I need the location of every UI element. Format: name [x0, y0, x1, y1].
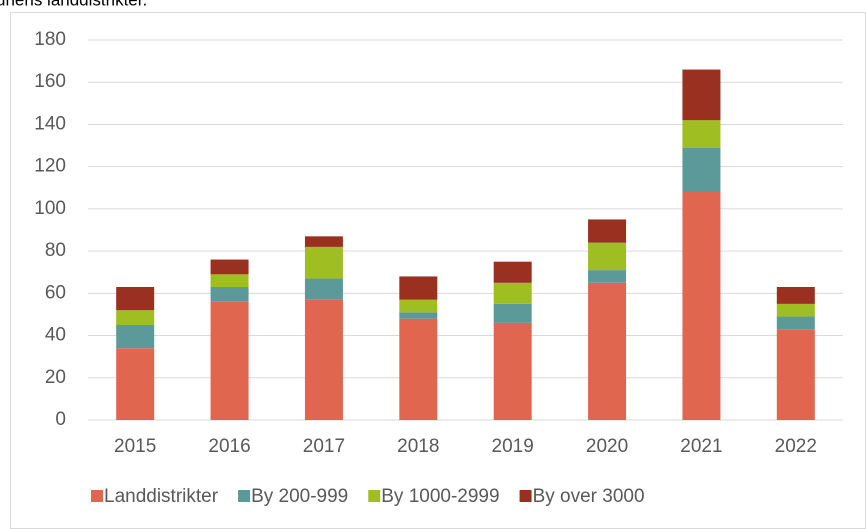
y-tick-label: 80: [45, 240, 66, 261]
y-tick-label: 120: [34, 156, 66, 177]
bar-segment: [588, 242, 627, 271]
y-tick-label: 40: [45, 325, 66, 346]
bar-segment: [493, 261, 532, 283]
y-tick-label: 60: [45, 282, 66, 303]
x-tick-label: 2021: [680, 436, 722, 457]
bar-segment: [116, 310, 155, 325]
bar-segment: [493, 303, 532, 323]
bar-segment: [682, 69, 721, 121]
bar-segment: [210, 259, 249, 275]
legend-swatch: [519, 490, 532, 502]
bar-segment: [776, 287, 815, 304]
bar-segment: [116, 325, 155, 349]
bar-segment: [682, 120, 721, 148]
y-tick-label: 140: [34, 113, 66, 134]
bar-segment: [304, 299, 343, 420]
chart-title: unens landdistrikter.: [0, 0, 147, 9]
bar-segment: [304, 236, 343, 247]
y-tick-label: 0: [55, 409, 66, 430]
legend-swatch: [368, 490, 381, 502]
bar-segment: [682, 192, 721, 420]
bar-segment: [210, 287, 249, 302]
legend-label: Landdistrikter: [104, 486, 219, 507]
bar-segment: [588, 219, 627, 243]
bar-segment: [776, 316, 815, 330]
x-tick-label: 2015: [114, 436, 156, 457]
bar-segment: [588, 282, 627, 420]
x-tick-label: 2016: [208, 436, 250, 457]
x-tick-label: 2022: [775, 436, 817, 457]
bar-segment: [304, 278, 343, 300]
bar-segment: [399, 318, 438, 420]
bar-segment: [210, 274, 249, 287]
bar-segment: [304, 246, 343, 279]
x-tick-label: 2017: [303, 436, 345, 457]
legend-swatch: [91, 490, 103, 502]
y-tick-label: 20: [45, 367, 66, 388]
bar-segment: [682, 147, 721, 192]
y-tick-label: 100: [34, 198, 66, 219]
bar-segment: [399, 312, 438, 319]
bar-segment: [776, 303, 815, 317]
title-backdrop: [0, 0, 400, 12]
legend-label: By 200-999: [251, 486, 348, 507]
legend-swatch: [238, 490, 251, 502]
bar-segment: [399, 299, 438, 313]
x-tick-label: 2019: [492, 436, 534, 457]
bar-segment: [116, 348, 155, 420]
y-tick-label: 180: [34, 29, 66, 50]
legend-label: By 1000-2999: [381, 486, 499, 507]
x-tick-label: 2020: [586, 436, 628, 457]
bar-segment: [116, 287, 155, 311]
legend-label: By over 3000: [533, 486, 645, 507]
bar-segment: [399, 276, 438, 300]
x-tick-label: 2018: [397, 436, 439, 457]
bar-segment: [493, 282, 532, 304]
bar-segment: [493, 322, 532, 420]
bar-segment: [588, 270, 627, 283]
bar-segment: [210, 301, 249, 420]
y-tick-label: 160: [34, 71, 66, 92]
bar-segment: [776, 329, 815, 420]
